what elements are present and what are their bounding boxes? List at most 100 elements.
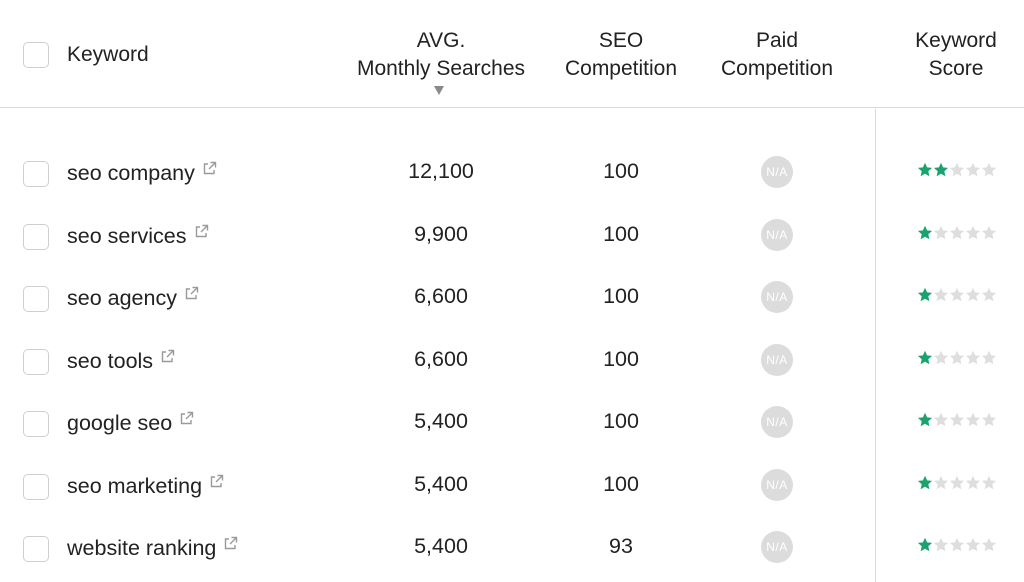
keyword-cell: seo agency xyxy=(67,284,199,312)
keyword-text: google seo xyxy=(67,411,173,435)
table-row: website ranking 5,400 93 N/A xyxy=(0,520,1024,580)
seo-competition-cell: 100 xyxy=(603,346,639,371)
seo-competition-cell: 100 xyxy=(603,159,639,183)
column-header-paid-competition[interactable]: Paid Competition xyxy=(721,27,833,83)
star-filled-icon xyxy=(917,475,933,489)
star-filled-icon xyxy=(917,350,933,364)
star-empty-icon xyxy=(981,475,997,489)
star-empty-icon xyxy=(981,350,997,364)
monthly-searches-cell: 9,900 xyxy=(414,221,468,246)
column-header-monthly-searches[interactable]: AVG. Monthly Searches xyxy=(357,27,525,83)
star-empty-icon xyxy=(965,350,981,364)
seo-competition-cell: 100 xyxy=(603,221,639,246)
keyword-score-stars xyxy=(917,475,997,491)
star-empty-icon xyxy=(933,537,949,552)
row-checkbox[interactable] xyxy=(23,536,49,562)
row-checkbox[interactable] xyxy=(23,473,49,500)
keyword-cell: website ranking xyxy=(67,534,238,562)
star-empty-icon xyxy=(949,287,965,302)
star-empty-icon xyxy=(933,225,949,239)
row-checkbox[interactable] xyxy=(23,223,49,250)
star-filled-icon xyxy=(917,162,933,177)
star-empty-icon xyxy=(965,287,981,302)
column-header-keyword-score-line1: Keyword xyxy=(915,29,997,52)
keyword-score-stars xyxy=(917,412,997,428)
star-empty-icon xyxy=(933,350,949,364)
star-filled-icon xyxy=(917,412,933,427)
external-link-icon[interactable] xyxy=(202,155,217,175)
row-checkbox[interactable] xyxy=(23,411,49,437)
seo-competition-cell: 100 xyxy=(603,471,639,496)
column-header-keyword[interactable]: Keyword xyxy=(67,43,149,66)
monthly-searches-cell: 5,400 xyxy=(414,471,468,496)
star-empty-icon xyxy=(981,412,997,427)
monthly-searches-cell: 5,400 xyxy=(414,409,468,433)
external-link-icon[interactable] xyxy=(179,405,194,425)
table-row: seo services 9,900 100 N/A xyxy=(0,208,1024,268)
star-filled-icon xyxy=(917,225,933,239)
column-divider xyxy=(875,109,876,582)
paid-competition-na-badge: N/A xyxy=(761,281,793,313)
star-empty-icon xyxy=(965,475,981,489)
star-empty-icon xyxy=(949,537,965,552)
keyword-text: seo marketing xyxy=(67,473,203,498)
column-header-seo-competition[interactable]: SEO Competition xyxy=(565,27,677,83)
star-empty-icon xyxy=(949,162,965,177)
column-header-keyword-score[interactable]: Keyword Score xyxy=(915,27,997,83)
star-empty-icon xyxy=(949,412,965,427)
star-filled-icon xyxy=(917,537,933,552)
row-checkbox[interactable] xyxy=(23,286,49,312)
table-row: seo company 12,100 100 N/A xyxy=(0,145,1024,205)
keyword-text: seo tools xyxy=(67,348,154,373)
keyword-score-stars xyxy=(917,162,997,178)
star-empty-icon xyxy=(965,162,981,177)
monthly-searches-cell: 12,100 xyxy=(408,159,474,183)
star-empty-icon xyxy=(949,475,965,489)
external-link-icon[interactable] xyxy=(223,530,238,550)
keyword-cell: seo marketing xyxy=(67,472,224,500)
keyword-cell: seo tools xyxy=(67,347,175,375)
star-empty-icon xyxy=(933,412,949,427)
star-filled-icon xyxy=(933,162,949,177)
star-empty-icon xyxy=(981,287,997,302)
star-empty-icon xyxy=(981,225,997,239)
column-header-seo-competition-line1: SEO xyxy=(598,29,644,52)
keyword-score-stars xyxy=(917,350,997,366)
star-empty-icon xyxy=(933,287,949,302)
star-empty-icon xyxy=(933,475,949,489)
column-header-monthly-searches-line1: AVG. xyxy=(416,29,466,52)
external-link-icon[interactable] xyxy=(184,280,199,300)
external-link-icon[interactable] xyxy=(160,343,175,362)
keyword-score-stars xyxy=(917,537,997,553)
keyword-score-stars xyxy=(917,225,997,241)
keyword-cell: seo company xyxy=(67,159,217,187)
star-empty-icon xyxy=(965,225,981,239)
keyword-score-stars xyxy=(917,287,997,303)
star-filled-icon xyxy=(917,287,933,302)
row-checkbox[interactable] xyxy=(23,161,49,187)
keyword-text: seo company xyxy=(67,161,195,185)
monthly-searches-cell: 6,600 xyxy=(414,284,468,308)
paid-competition-na-badge: N/A xyxy=(761,343,793,376)
column-header-seo-competition-line2: Competition xyxy=(564,57,678,80)
monthly-searches-cell: 6,600 xyxy=(414,346,468,371)
star-empty-icon xyxy=(981,162,997,177)
external-link-icon[interactable] xyxy=(209,468,224,487)
row-checkbox[interactable] xyxy=(23,348,49,375)
table-row: google seo 5,400 100 N/A xyxy=(0,395,1024,455)
paid-competition-na-badge: N/A xyxy=(761,218,793,251)
paid-competition-na-badge: N/A xyxy=(761,531,793,563)
keyword-text: website ranking xyxy=(67,536,217,560)
keyword-text: seo agency xyxy=(67,286,177,310)
seo-competition-cell: 93 xyxy=(609,534,633,558)
seo-competition-cell: 100 xyxy=(603,284,639,308)
select-all-checkbox[interactable] xyxy=(23,42,49,68)
table-row: seo tools 6,600 100 N/A xyxy=(0,333,1024,393)
keyword-cell: seo services xyxy=(67,222,209,250)
table-header: Keyword AVG. Monthly Searches SEO Compet… xyxy=(0,0,1024,108)
external-link-icon[interactable] xyxy=(194,218,209,237)
paid-competition-na-badge: N/A xyxy=(761,406,793,438)
sort-descending-icon[interactable] xyxy=(434,86,444,95)
column-header-paid-competition-line1: Paid xyxy=(755,29,799,52)
star-empty-icon xyxy=(949,225,965,239)
